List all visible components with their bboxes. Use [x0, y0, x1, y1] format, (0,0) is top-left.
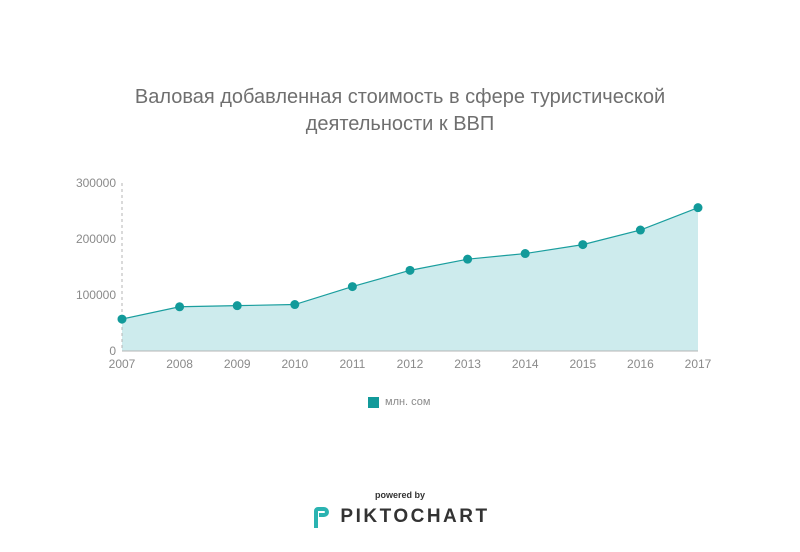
legend-label: млн. сом: [385, 396, 431, 408]
chart-legend: млн. сом: [368, 395, 430, 409]
chart-title-line-1: Валовая добавленная стоимость в сфере ту…: [134, 86, 666, 108]
x-tick-label-2015: 2015: [569, 357, 596, 371]
powered-by-text: powered by: [374, 490, 425, 500]
x-tick-label-2012: 2012: [397, 357, 424, 371]
chart-title-line-2: деятельности к ВВП: [305, 113, 495, 135]
x-tick-label-2010: 2010: [281, 357, 308, 371]
x-tick-label-2008: 2008: [166, 357, 193, 371]
data-point-2007: [117, 314, 127, 324]
data-point-2008: [175, 302, 185, 312]
y-tick-label-200000: 200000: [76, 232, 116, 246]
brand-name: PIKTOCHART: [340, 506, 490, 527]
x-tick-label-2007: 2007: [109, 357, 136, 371]
data-point-2012: [405, 265, 415, 275]
y-tick-label-0: 0: [109, 344, 116, 358]
chart-title: Валовая добавленная стоимость в сфере ту…: [0, 84, 800, 138]
y-tick-label-300000: 300000: [76, 176, 116, 190]
piktochart-logo-icon: [314, 507, 330, 528]
x-tick-label-2009: 2009: [224, 357, 251, 371]
x-tick-label-2013: 2013: [454, 357, 481, 371]
legend-swatch: [368, 396, 379, 408]
data-point-2010: [290, 300, 300, 310]
footer: powered by PIKTOCHART: [0, 490, 800, 529]
series-area: [122, 207, 698, 351]
x-tick-label-2014: 2014: [512, 357, 539, 371]
data-point-2017: [693, 203, 703, 213]
data-point-2014: [520, 249, 530, 259]
x-tick-label-2016: 2016: [627, 357, 654, 371]
data-point-2009: [232, 301, 242, 311]
y-tick-label-100000: 100000: [76, 288, 116, 302]
brand[interactable]: PIKTOCHART: [0, 505, 800, 529]
x-tick-label-2017: 2017: [685, 357, 712, 371]
data-point-2013: [463, 254, 473, 264]
data-point-2011: [347, 282, 357, 292]
x-tick-label-2011: 2011: [339, 357, 365, 371]
data-point-2015: [578, 240, 588, 250]
data-point-2016: [635, 225, 645, 235]
area-chart: 0 100000 200000 300000 2007 2008 2009 2010 2011 2…: [76, 176, 712, 371]
